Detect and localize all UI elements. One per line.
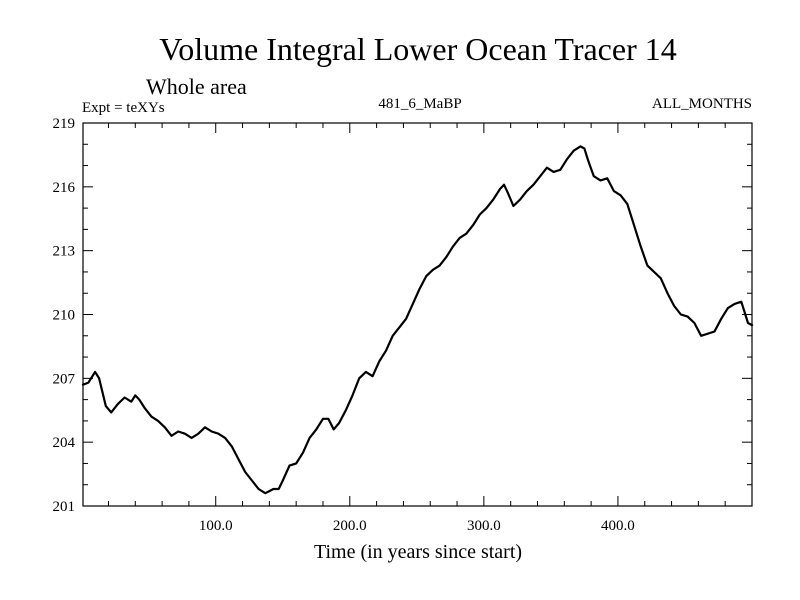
y-tick-label: 219 [53, 116, 76, 132]
y-tick-label: 207 [53, 371, 76, 387]
months-label: ALL_MONTHS [652, 96, 752, 112]
chart-subtitle: Whole area [146, 74, 247, 99]
y-tick-label: 210 [53, 308, 76, 324]
x-tick-label: 100.0 [199, 518, 233, 534]
axis-ticks [83, 123, 752, 506]
plot-frame [82, 122, 753, 507]
y-tick-label: 216 [53, 180, 76, 196]
chart-title: Volume Integral Lower Ocean Tracer 14 [159, 31, 676, 67]
x-tick-label: 200.0 [333, 518, 367, 534]
y-tick-label: 213 [53, 244, 76, 260]
tick-labels: 100.0 200.0 300.0 400.0 201 204 207 210 213 216 21… [53, 116, 635, 534]
y-tick-label: 201 [53, 499, 76, 515]
experiment-label: Expt = teXYs [82, 100, 165, 116]
period-label: 481_6_MaBP [378, 96, 461, 112]
x-tick-label: 400.0 [601, 518, 635, 534]
series-line [81, 145, 754, 495]
y-tick-label: 204 [53, 435, 76, 451]
x-axis-label: Time (in years since start) [314, 541, 522, 563]
x-tick-label: 300.0 [467, 518, 501, 534]
